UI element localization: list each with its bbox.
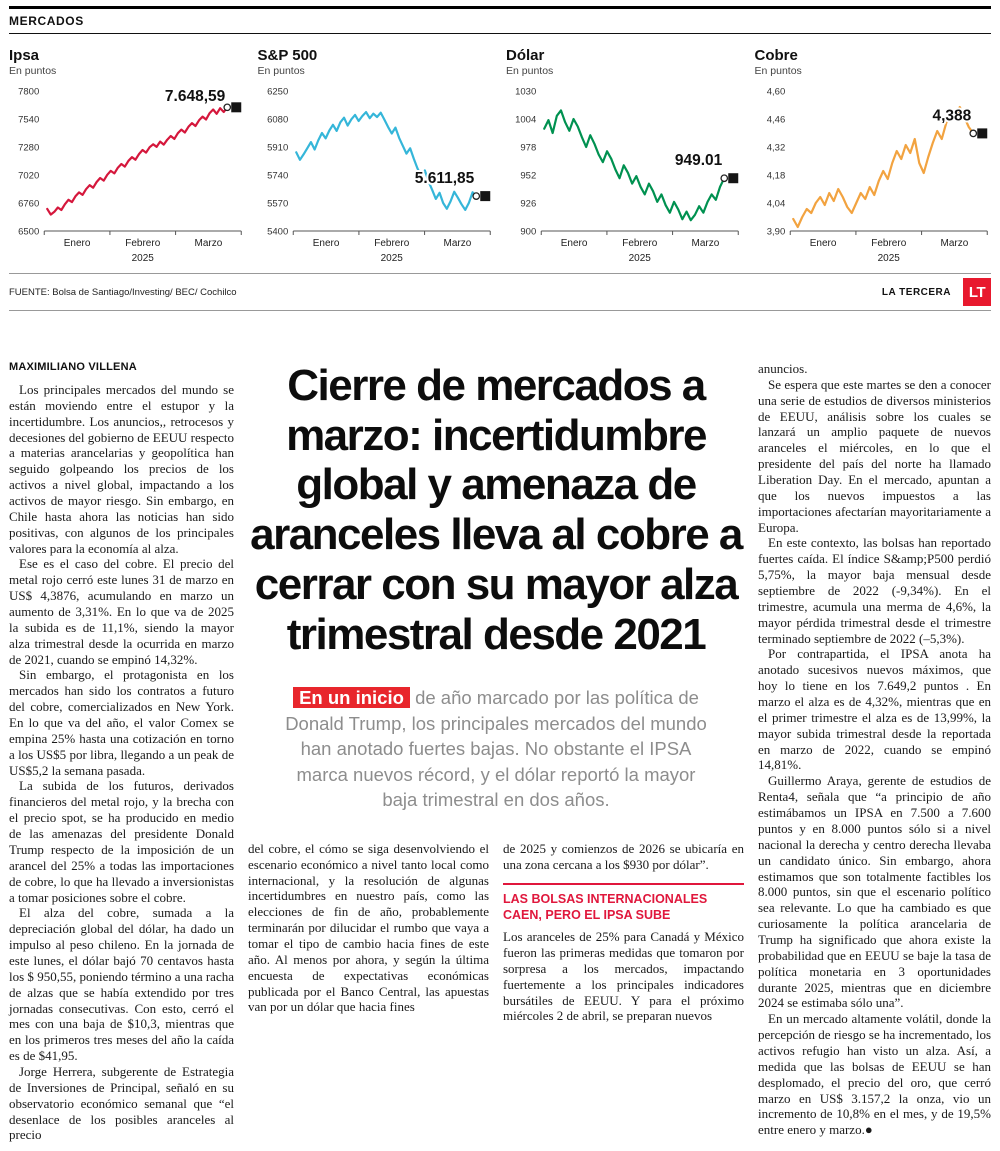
svg-text:1004: 1004 bbox=[515, 115, 536, 126]
paragraph: Guillermo Araya, gerente de estudios de … bbox=[758, 773, 991, 1011]
paragraph: de 2025 y comienzos de 2026 se ubicaría … bbox=[503, 840, 744, 872]
paragraph: La subida de los futuros, derivados fina… bbox=[9, 778, 234, 905]
paragraph: del cobre, el cómo se siga desenvolviend… bbox=[248, 840, 489, 1015]
market-charts: Ipsa En puntos 7800 7540 7280 7020 6760 6500 E… bbox=[9, 47, 991, 271]
svg-text:926: 926 bbox=[520, 199, 536, 210]
svg-text:5.611,85: 5.611,85 bbox=[414, 170, 474, 187]
subcolumn-b: de 2025 y comienzos de 2026 se ubicaría … bbox=[503, 841, 744, 1024]
svg-text:4,04: 4,04 bbox=[766, 199, 785, 210]
svg-text:1030: 1030 bbox=[515, 87, 536, 98]
chart-card-cobre: Cobre En puntos 4,60 4,46 4,32 4,18 4,04 3,90… bbox=[755, 47, 992, 271]
deck-text: de año marcado por las política de Donal… bbox=[285, 687, 707, 811]
cobre-line-chart: 4,60 4,46 4,32 4,18 4,04 3,90 Enero Febrero Marz… bbox=[766, 87, 988, 264]
svg-text:2025: 2025 bbox=[380, 253, 403, 264]
svg-text:5910: 5910 bbox=[267, 143, 288, 154]
paragraph: Los aranceles de 25% para Canadá y Méxic… bbox=[503, 929, 744, 1024]
svg-text:7280: 7280 bbox=[18, 143, 39, 154]
svg-text:Marzo: Marzo bbox=[443, 238, 471, 249]
svg-text:6760: 6760 bbox=[18, 199, 39, 210]
paragraph: Se espera que este martes se den a conoc… bbox=[758, 376, 991, 535]
paragraph: Sin embargo, el protagonista en los merc… bbox=[9, 667, 234, 778]
la-tercera-logo-icon: LT bbox=[963, 278, 991, 306]
svg-text:952: 952 bbox=[520, 171, 536, 182]
chart-title-cobre: Cobre bbox=[754, 47, 798, 64]
paragraph: En un mercado altamente volátil, donde l… bbox=[758, 1011, 991, 1138]
brand-name: LA TERCERA bbox=[881, 286, 951, 298]
svg-text:Febrero: Febrero bbox=[622, 238, 657, 249]
svg-text:949.01: 949.01 bbox=[675, 152, 723, 169]
svg-text:7540: 7540 bbox=[18, 115, 39, 126]
chart-subtitle-cobre: En puntos bbox=[754, 65, 802, 77]
paragraph: Por contrapartida, el IPSA anota ha anot… bbox=[758, 646, 991, 773]
svg-text:900: 900 bbox=[520, 227, 536, 238]
section-title: MERCADOS bbox=[9, 14, 991, 34]
svg-text:2025: 2025 bbox=[877, 253, 900, 264]
svg-text:4,60: 4,60 bbox=[766, 87, 785, 98]
svg-text:Marzo: Marzo bbox=[692, 238, 720, 249]
svg-text:2025: 2025 bbox=[132, 253, 155, 264]
svg-text:5740: 5740 bbox=[267, 171, 288, 182]
svg-text:4,46: 4,46 bbox=[766, 115, 785, 126]
deck: En un inicio de año marcado por las polí… bbox=[278, 685, 714, 813]
article: MAXIMILIANO VILLENA Los principales merc… bbox=[9, 361, 991, 1143]
svg-text:5570: 5570 bbox=[267, 199, 288, 210]
headline: Cierre de mercados a marzo: incertidumbr… bbox=[250, 361, 743, 659]
chart-subtitle-dolar: En puntos bbox=[506, 65, 554, 77]
chart-title-ipsa: Ipsa bbox=[9, 47, 40, 64]
byline: MAXIMILIANO VILLENA bbox=[9, 361, 137, 373]
chart-title-sp500: S&P 500 bbox=[257, 47, 318, 64]
svg-text:978: 978 bbox=[520, 143, 536, 154]
svg-text:Marzo: Marzo bbox=[940, 238, 968, 249]
article-column-left: MAXIMILIANO VILLENA Los principales merc… bbox=[9, 361, 234, 1143]
chart-subtitle-sp500: En puntos bbox=[257, 65, 305, 77]
chart-card-sp500: S&P 500 En puntos 6250 6080 5910 5740 5570 54… bbox=[258, 47, 495, 271]
svg-text:4,388: 4,388 bbox=[932, 107, 971, 124]
center-subcolumns: del cobre, el cómo se siga desenvolviend… bbox=[248, 841, 744, 1024]
svg-text:Febrero: Febrero bbox=[871, 238, 906, 249]
svg-text:Febrero: Febrero bbox=[125, 238, 160, 249]
svg-text:6080: 6080 bbox=[267, 115, 288, 126]
svg-text:4,32: 4,32 bbox=[766, 143, 785, 154]
svg-text:6250: 6250 bbox=[267, 87, 288, 98]
brand: LA TERCERA LT bbox=[882, 278, 991, 306]
svg-text:Enero: Enero bbox=[561, 238, 588, 249]
paragraph: Jorge Herrera, subgerente de Estrategia … bbox=[9, 1063, 234, 1143]
deck-highlight: En un inicio bbox=[293, 687, 410, 709]
source-credit: FUENTE: Bolsa de Santiago/Investing/ BEC… bbox=[9, 286, 237, 298]
sp500-line-chart: 6250 6080 5910 5740 5570 5400 Enero Febrero Marz… bbox=[267, 87, 491, 264]
svg-text:Enero: Enero bbox=[312, 238, 339, 249]
chart-subtitle-ipsa: En puntos bbox=[9, 65, 57, 77]
paragraph: En este contexto, las bolsas han reporta… bbox=[758, 535, 991, 646]
paragraph: anuncios. bbox=[758, 361, 808, 376]
svg-text:6500: 6500 bbox=[18, 227, 39, 238]
svg-text:Marzo: Marzo bbox=[195, 238, 223, 249]
svg-text:2025: 2025 bbox=[629, 253, 652, 264]
source-row: FUENTE: Bolsa de Santiago/Investing/ BEC… bbox=[9, 273, 991, 311]
svg-text:7800: 7800 bbox=[18, 87, 39, 98]
ipsa-line-chart: 7800 7540 7280 7020 6760 6500 Enero Febrero Marz… bbox=[18, 86, 242, 264]
paragraph: Los principales mercados del mundo se es… bbox=[9, 382, 234, 556]
paragraph: Ese es el caso del cobre. El precio del … bbox=[9, 556, 234, 667]
dolar-line-chart: 1030 1004 978 952 926 900 Enero Febrero Marzo 202… bbox=[515, 87, 739, 264]
article-column-center: Cierre de mercados a marzo: incertidumbr… bbox=[248, 361, 744, 1143]
chart-card-dolar: Dólar En puntos 1030 1004 978 952 926 900 Ener… bbox=[506, 47, 743, 271]
section-header: MERCADOS bbox=[9, 6, 991, 34]
svg-text:5400: 5400 bbox=[267, 227, 288, 238]
subcolumn-a: del cobre, el cómo se siga desenvolviend… bbox=[248, 841, 489, 1024]
svg-text:Enero: Enero bbox=[809, 238, 836, 249]
chart-card-ipsa: Ipsa En puntos 7800 7540 7280 7020 6760 6500 E… bbox=[9, 47, 246, 271]
svg-text:7.648,59: 7.648,59 bbox=[165, 88, 226, 105]
paragraph: El alza del cobre, sumada a la depreciac… bbox=[9, 905, 234, 1064]
svg-text:Febrero: Febrero bbox=[374, 238, 409, 249]
red-subhead: LAS BOLSAS INTERNACIONALES CAEN, PERO EL… bbox=[503, 882, 744, 924]
svg-text:4,18: 4,18 bbox=[766, 171, 785, 182]
svg-text:7020: 7020 bbox=[18, 171, 39, 182]
chart-title-dolar: Dólar bbox=[506, 47, 545, 64]
article-column-right: anuncios. Se espera que este martes se d… bbox=[758, 361, 991, 1143]
svg-text:Enero: Enero bbox=[64, 238, 91, 249]
svg-text:3,90: 3,90 bbox=[766, 227, 785, 238]
